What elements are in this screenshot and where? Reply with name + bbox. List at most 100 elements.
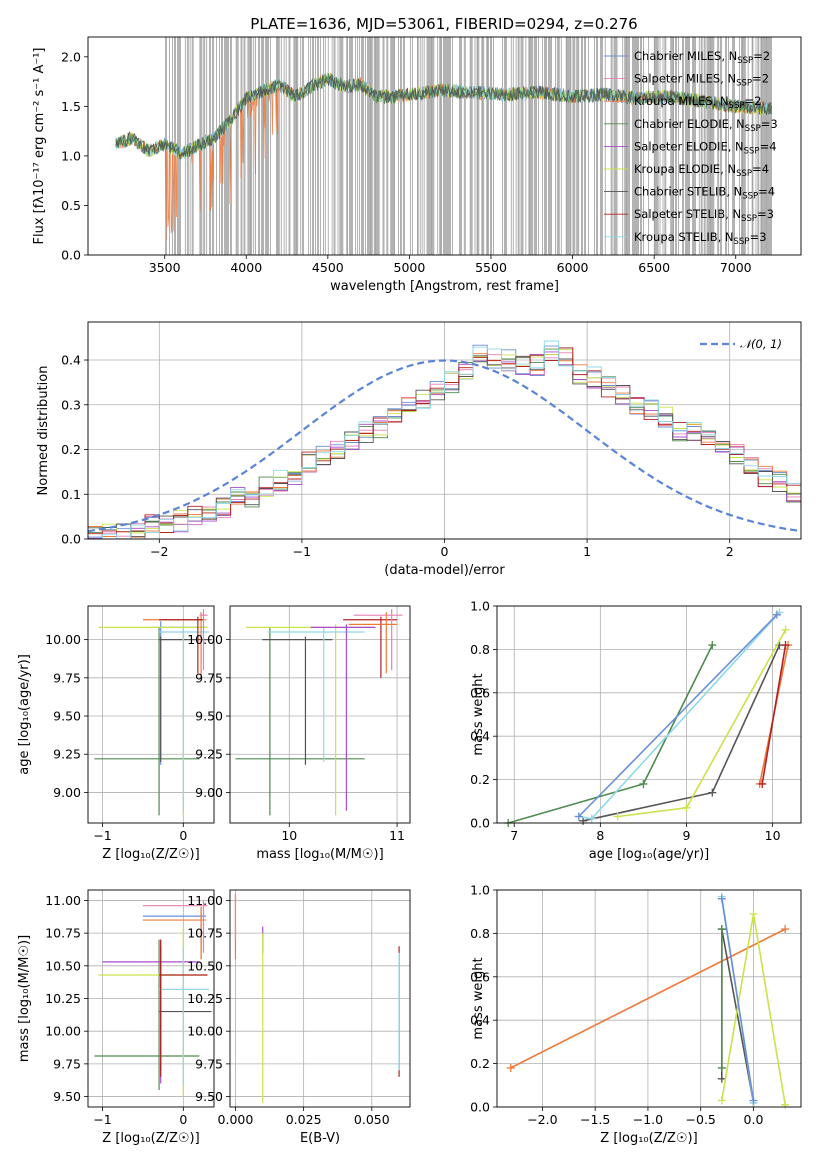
plus-marker [717, 1074, 726, 1083]
x-axis-label: Z [log₁₀(Z/Z☉)] [102, 1131, 199, 1146]
x-tick-label: −0.5 [686, 1112, 716, 1127]
axes-frame [496, 605, 802, 824]
legend-sub: SSP [736, 169, 752, 179]
plus-marker [587, 814, 596, 823]
legend-value: =3 [757, 207, 774, 221]
x-tick-label: 0 [179, 1112, 187, 1127]
legend-value: =4 [758, 185, 775, 199]
panel-mass-Z: −1 0 9.50 9.75 10.00 10.25 10.50 10.75 11.00 Z [l… [17, 889, 215, 1146]
x-tick-label: −1 [93, 1112, 111, 1127]
legend-value: =4 [760, 139, 777, 153]
weight-series [761, 644, 787, 785]
axes-frame [229, 889, 411, 1108]
y-tick-label: 0.4 [61, 353, 81, 368]
y-tick-label: 9.25 [195, 747, 223, 762]
y-tick-label: 0.1 [61, 487, 81, 502]
y-tick-label: 11.00 [45, 893, 81, 908]
x-tick-label: −2 [150, 544, 168, 559]
legend-label: Chabrier STELIB, NSSP=4 [634, 185, 775, 202]
plus-marker [613, 812, 622, 821]
crosshair-marks [94, 900, 212, 1097]
plus-marker [781, 641, 790, 650]
y-tick-label: 0.2 [470, 1056, 490, 1071]
crosshair-marks [234, 893, 400, 1104]
y-tick-label: 10.75 [187, 926, 223, 941]
plus-marker [749, 909, 758, 918]
y-tick-label: 9.75 [195, 670, 223, 685]
y-axis-label: Normed distribution [36, 366, 51, 496]
y-tick-label: 9.50 [195, 1089, 223, 1104]
legend-sub: SSP [729, 101, 745, 111]
legend-label: Salpeter ELODIE, NSSP=4 [634, 139, 777, 156]
y-tick-label: 10.25 [45, 991, 81, 1006]
y-tick-label: 9.50 [195, 709, 223, 724]
y-tick-label: 0.3 [61, 397, 81, 412]
y-axis-label: mass weight [471, 673, 486, 755]
x-tick-label: 10 [281, 828, 297, 843]
x-tick-label: −1.5 [580, 1112, 610, 1127]
y-tick-label: 0.4 [470, 729, 490, 744]
plus-marker [749, 1096, 758, 1105]
normal-curve [88, 359, 801, 533]
legend-label: Salpeter STELIB, NSSP=3 [634, 207, 774, 224]
y-tick-label: 10.00 [45, 1024, 81, 1039]
x-tick-label: 1 [583, 544, 591, 559]
y-tick-label: 0.6 [470, 969, 490, 984]
weight-series [617, 629, 787, 818]
axes-frame [87, 605, 215, 824]
y-tick-label: 11.00 [187, 893, 223, 908]
plus-marker [717, 1096, 726, 1105]
histogram-series [88, 340, 801, 539]
y-tick-label: 10.25 [187, 991, 223, 1006]
histogram-series [88, 353, 801, 539]
y-tick-label: 0.0 [470, 1100, 490, 1115]
x-tick-label: 7000 [720, 260, 752, 275]
x-axis-label: age [log₁₀(age/yr)] [589, 847, 710, 862]
x-tick-label: −1 [93, 828, 111, 843]
x-axis-label: Z [log₁₀(Z/Z☉)] [600, 1131, 697, 1146]
y-tick-label: 0.2 [61, 442, 81, 457]
y-tick-label: 0.6 [470, 685, 490, 700]
legend-value: =4 [752, 162, 769, 176]
y-tick-label: 10.00 [187, 632, 223, 647]
x-tick-label: 3500 [149, 260, 181, 275]
panel-age-Z: −1 0 9.00 9.25 9.50 9.75 10.00 Z [log₁₀(Z/Z☉)] a… [17, 605, 215, 862]
y-tick-label: 10.50 [187, 958, 223, 973]
legend-sub: SSP [742, 192, 758, 202]
weight-series [721, 898, 755, 1101]
y-tick-label: 1.0 [61, 148, 81, 163]
histogram-steps [88, 340, 801, 539]
weight-series [510, 928, 786, 1069]
spectrum-series [115, 73, 772, 159]
weight-series [582, 644, 781, 822]
y-tick-label: 9.25 [53, 747, 81, 762]
figure-title: PLATE=1636, MJD=53061, FIBERID=0294, z=0… [250, 15, 637, 33]
legend-sub: SSP [741, 214, 757, 224]
legend-value: =2 [752, 72, 769, 86]
x-tick-label: −1 [293, 544, 311, 559]
legend-label: 𝒩(0, 1) [740, 337, 782, 351]
x-tick-label: 5500 [475, 260, 507, 275]
y-tick-label: 10.00 [187, 1024, 223, 1039]
x-tick-label: −1.0 [633, 1112, 663, 1127]
legend-value: =2 [753, 49, 770, 63]
x-tick-label: 9 [682, 828, 690, 843]
x-tick-label: 8 [596, 828, 604, 843]
y-tick-label: 0.0 [470, 816, 490, 831]
y-tick-label: 10.50 [45, 958, 81, 973]
plus-marker [781, 625, 790, 634]
plus-marker [717, 925, 726, 934]
x-tick-label: 0.025 [286, 1112, 322, 1127]
y-axis-label: mass [log₁₀(M/M☉)] [17, 935, 32, 1062]
axes-frame [87, 889, 215, 1108]
x-tick-label: 4500 [312, 260, 344, 275]
plus-marker [781, 925, 790, 934]
plus-marker [708, 788, 717, 797]
y-tick-label: 9.75 [53, 670, 81, 685]
y-tick-label: 0.8 [470, 926, 490, 941]
legend-sub: SSP [745, 124, 761, 134]
x-tick-label: 0 [441, 544, 449, 559]
y-tick-label: 9.50 [53, 1089, 81, 1104]
y-tick-label: 1.5 [61, 99, 81, 114]
legend-sub: SSP [737, 56, 753, 66]
